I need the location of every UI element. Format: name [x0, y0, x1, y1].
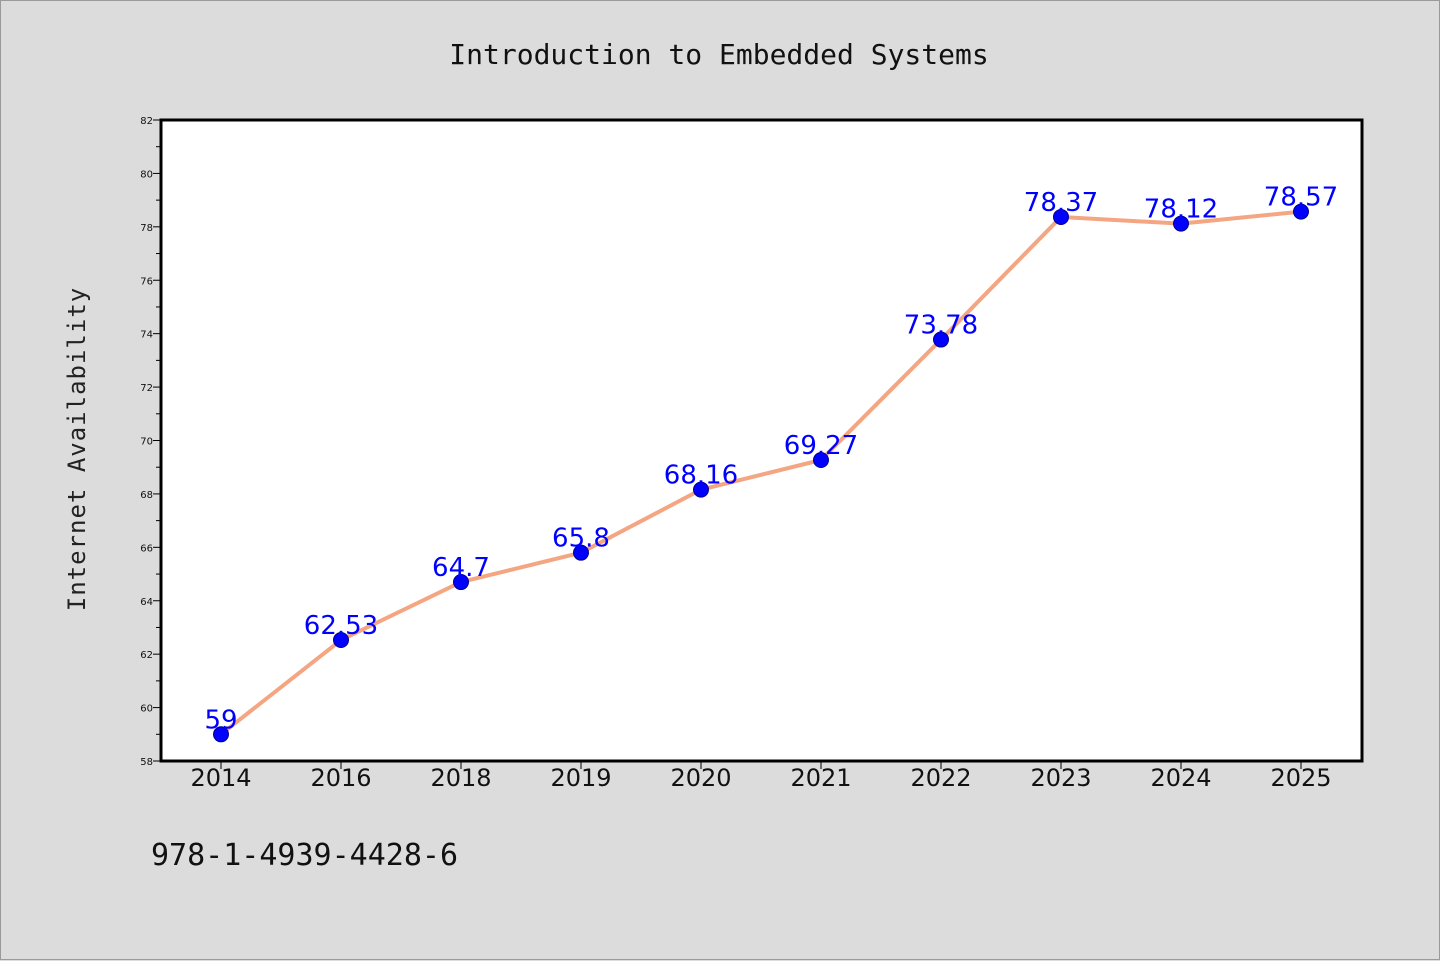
y-tick-label: 66 — [140, 543, 153, 554]
data-point — [213, 726, 229, 743]
y-tick-label: 58 — [140, 757, 153, 768]
data-point — [1053, 208, 1069, 225]
x-tick-label: 2019 — [550, 764, 611, 792]
y-tick-label: 82 — [140, 116, 153, 127]
data-point — [1173, 215, 1189, 232]
plot-area — [159, 118, 1364, 763]
y-axis-ticks: 58 60 62 64 66 68 70 72 74 76 78 80 82 — [140, 116, 161, 768]
data-label: 73.78 — [904, 311, 978, 341]
y-tick-label: 60 — [140, 704, 153, 715]
data-label: 68.16 — [664, 461, 738, 491]
y-tick-label: 62 — [140, 650, 153, 661]
y-tick-label: 76 — [140, 276, 153, 287]
data-label: 78.57 — [1264, 183, 1338, 213]
y-tick-label: 64 — [140, 597, 153, 608]
chart-title: Introduction to Embedded Systems — [449, 38, 988, 71]
data-point — [453, 574, 469, 591]
series-internet-availability: 59 62.53 64.7 65.8 68.16 69.27 73.78 78.37 78.12… — [204, 183, 1338, 743]
data-point — [813, 451, 829, 468]
y-axis-label: Internet Availability — [63, 287, 91, 611]
x-tick-label: 2024 — [1150, 764, 1211, 792]
data-point — [573, 544, 589, 561]
data-label: 78.12 — [1144, 195, 1218, 225]
data-label: 64.7 — [432, 553, 490, 583]
y-tick-label: 72 — [140, 383, 153, 394]
x-tick-label: 2025 — [1270, 764, 1331, 792]
x-tick-label: 2022 — [910, 764, 971, 792]
y-tick-label: 78 — [140, 223, 153, 234]
footer-isbn: 978-1-4939-4428-6 — [151, 838, 458, 873]
data-label: 69.27 — [784, 431, 858, 461]
series-line — [219, 209, 1303, 737]
y-tick-label: 70 — [140, 437, 153, 448]
data-point — [933, 331, 949, 348]
data-point — [333, 632, 349, 649]
data-label: 59 — [204, 705, 237, 735]
x-tick-label: 2016 — [310, 764, 371, 792]
data-point — [1293, 203, 1309, 220]
x-tick-label: 2021 — [790, 764, 851, 792]
data-label: 65.8 — [552, 524, 610, 554]
y-tick-label: 80 — [140, 169, 153, 180]
y-tick-label: 68 — [140, 490, 153, 501]
y-tick-label: 74 — [140, 330, 153, 341]
x-tick-label: 2018 — [430, 764, 491, 792]
x-tick-label: 2023 — [1030, 764, 1091, 792]
x-tick-label: 2014 — [190, 764, 251, 792]
x-axis-ticks: 2014 2016 2018 2019 2020 2021 2022 2023 2024 2025 — [190, 761, 1332, 792]
x-tick-label: 2020 — [670, 764, 731, 792]
data-label: 78.37 — [1024, 188, 1098, 218]
data-point — [693, 481, 709, 498]
data-label: 62.53 — [304, 611, 378, 641]
